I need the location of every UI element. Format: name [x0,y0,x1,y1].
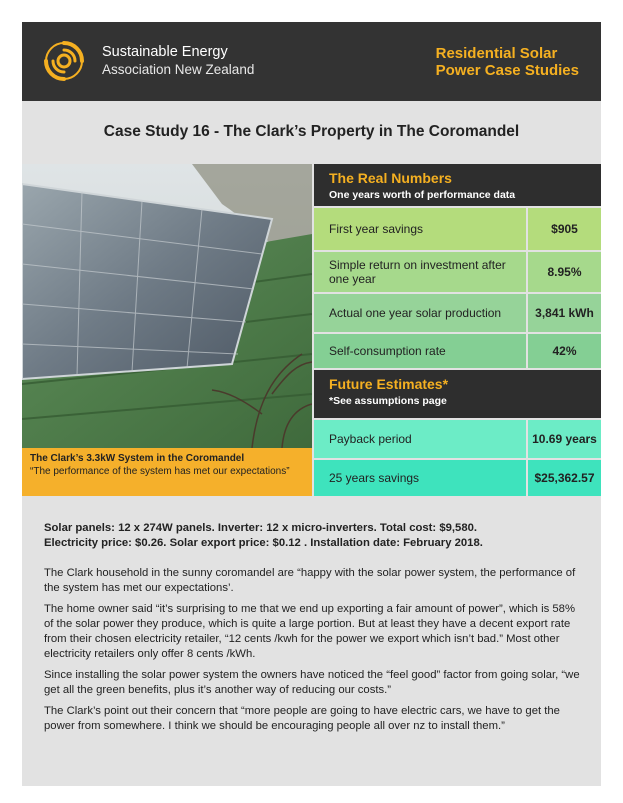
row-label: Payback period [314,420,526,458]
row-value: 10.69 years [528,420,601,458]
specs-line-1: Solar panels: 12 x 274W panels. Inverter… [44,522,478,534]
row-label: Actual one year solar production [314,294,526,332]
body-paragraph: The Clark’s point out their concern that… [44,705,560,732]
real-numbers-header: The Real Numbers One years worth of perf… [314,164,601,206]
org-line-1: Sustainable Energy [102,44,228,60]
table-row: Self-consumption rate 42% [314,334,601,368]
row-value: $25,362.57 [528,460,601,496]
real-numbers-heading: The Real Numbers [329,170,452,186]
row-value: 42% [528,334,601,368]
table-row: Payback period 10.69 years [314,420,601,458]
table-row: 25 years savings $25,362.57 [314,460,601,496]
row-label: 25 years savings [314,460,526,496]
row-label: Simple return on investment after one ye… [314,252,526,292]
case-study-body: Solar panels: 12 x 274W panels. Inverter… [44,521,584,740]
caption-quote: “The performance of the system has met o… [30,465,290,477]
org-line-2: Association New Zealand [102,62,255,77]
case-study-page: Sustainable Energy Association New Zeala… [22,22,601,786]
table-row: First year savings $905 [314,208,601,250]
real-numbers-subheading: One years worth of performance data [329,189,516,201]
body-paragraph: Since installing the solar power system … [44,669,580,696]
table-row: Simple return on investment after one ye… [314,252,601,292]
future-subheading: *See assumptions page [329,395,447,407]
caption-title: The Clark’s 3.3kW System in the Coromand… [30,453,245,464]
row-label: Self-consumption rate [314,334,526,368]
row-value: 8.95% [528,252,601,292]
system-specs: Solar panels: 12 x 274W panels. Inverter… [44,521,584,551]
solar-roof-photo [22,164,312,448]
specs-line-2: Electricity price: $0.26. Solar export p… [44,537,483,549]
future-estimates-header: Future Estimates* *See assumptions page [314,370,601,418]
organisation-name: Sustainable Energy Association New Zeala… [102,44,254,78]
body-paragraph: The Clark household in the sunny coroman… [44,567,576,594]
solar-panels-image [22,164,312,448]
row-label: First year savings [314,208,526,250]
header-bar: Sustainable Energy Association New Zeala… [22,22,601,101]
series-line-1: Residential Solar [435,45,558,62]
photo-caption: The Clark’s 3.3kW System in the Coromand… [22,448,312,496]
row-value: 3,841 kWh [528,294,601,332]
series-title: Residential Solar Power Case Studies [436,45,579,79]
sun-swirl-icon [44,41,84,81]
table-row: Actual one year solar production 3,841 k… [314,294,601,332]
body-paragraph: The home owner said “it’s surprising to … [44,603,576,660]
series-line-2: Power Case Studies [435,62,579,79]
row-value: $905 [528,208,601,250]
future-heading: Future Estimates* [329,376,449,392]
page-title: Case Study 16 - The Clark’s Property in … [103,123,520,140]
